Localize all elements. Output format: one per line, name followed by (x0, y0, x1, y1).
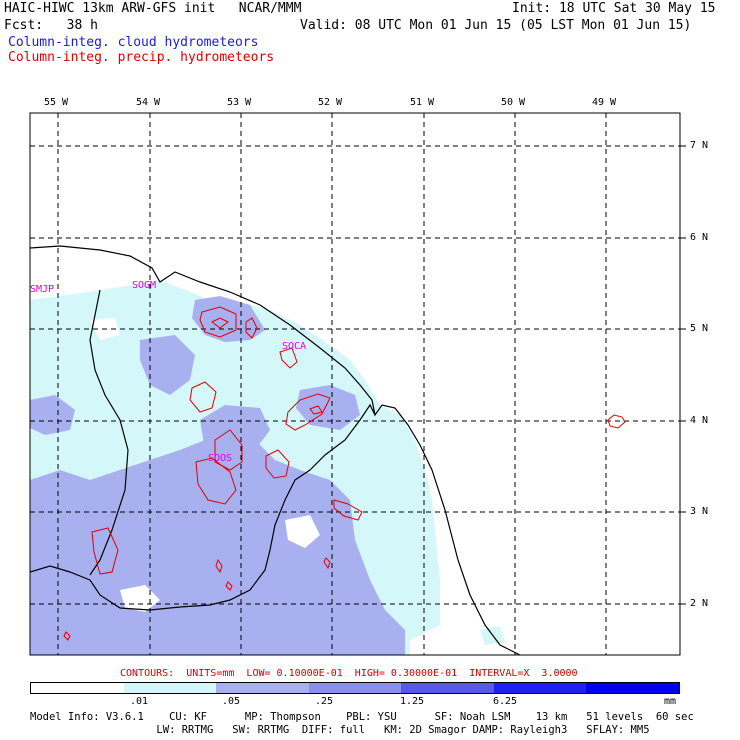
colorbar-label: .25 (315, 696, 334, 707)
init-time: Init: 18 UTC Sat 30 May 15 (512, 1, 716, 16)
lon-label: 54 W (136, 97, 161, 108)
station-label: SMJP (30, 284, 55, 295)
cloud-field-label: Column-integ. cloud hydrometeors (8, 35, 259, 50)
forecast-hour: Fcst: 38 h (4, 18, 98, 33)
hydrometeor-shading (30, 280, 505, 655)
colorbar-swatch (308, 683, 402, 693)
station-label: SOCA (282, 341, 307, 352)
lat-label: 7 N (690, 140, 709, 151)
lat-label: 6 N (690, 232, 709, 243)
lat-label: 5 N (690, 323, 709, 334)
colorbar-label: 1.25 (400, 696, 425, 707)
lon-label: 49 W (592, 97, 617, 108)
lon-label: 52 W (318, 97, 343, 108)
colorbar-swatch (401, 683, 494, 693)
precip-contours (63, 306, 626, 641)
station-label: SOOS (208, 453, 233, 464)
colorbar-swatch (493, 683, 587, 693)
colorbar-swatch (31, 683, 124, 693)
colorbar-label: .01 (130, 696, 149, 707)
model-info-line2: LW: RRTMG SW: RRTMG DIFF: full KM: 2D Sm… (30, 724, 650, 736)
colorbar-swatch (216, 683, 309, 693)
lat-lon-grid (30, 113, 680, 655)
precip-field-label: Column-integ. precip. hydrometeors (8, 50, 275, 65)
coastline (30, 245, 521, 655)
lon-label: 50 W (501, 97, 526, 108)
cloud-field-medium (200, 405, 270, 460)
lat-label: 4 N (690, 415, 709, 426)
lat-label: 3 N (690, 506, 709, 517)
cloud-free-gap (285, 515, 320, 548)
map-frame (29, 112, 681, 656)
colorbar-swatch (123, 683, 217, 693)
colorbar-label: .05 (222, 696, 241, 707)
cloud-field-medium (30, 395, 75, 435)
contour-note: CONTOURS: UNITS=mm LOW= 0.10000E-01 HIGH… (120, 668, 578, 679)
lat-label: 2 N (690, 598, 709, 609)
cloud-field-medium (140, 335, 195, 395)
right-ticks (680, 145, 686, 605)
colorbar-swatch (586, 683, 680, 693)
colorbar-unit: mm (664, 696, 677, 707)
valid-time: Valid: 08 UTC Mon 01 Jun 15 (05 LST Mon … (300, 18, 692, 33)
colorbar (30, 682, 680, 694)
lon-label: 51 W (410, 97, 435, 108)
colorbar-label: 6.25 (493, 696, 518, 707)
model-info-line1: Model Info: V3.6.1 CU: KF MP: Thompson P… (30, 711, 694, 723)
cloud-free-gap (410, 625, 470, 655)
station-label: SOGM (132, 280, 157, 291)
lon-label: 55 W (44, 97, 69, 108)
cloud-field-medium (192, 296, 265, 342)
model-title: HAIC-HIWC 13km ARW-GFS init NCAR/MMM (4, 1, 302, 16)
lon-label: 53 W (227, 97, 252, 108)
